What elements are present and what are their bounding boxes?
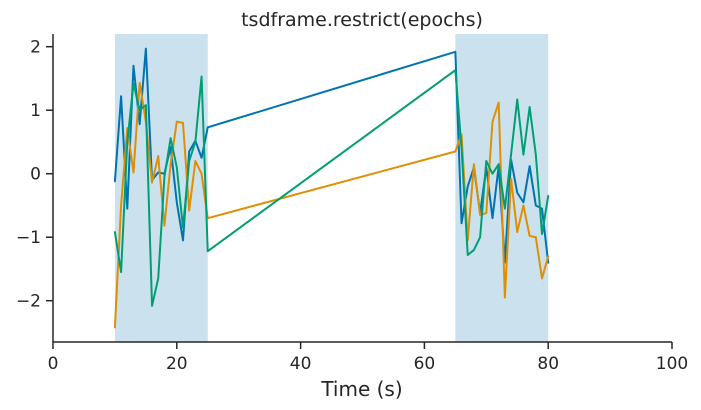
y-tick-label-3: 1 — [30, 101, 41, 121]
axes: 0 20 40 60 80 100 −2 −1 0 1 2 — [16, 34, 688, 374]
x-tick-label-2: 40 — [290, 354, 312, 374]
x-tick-label-5: 100 — [656, 354, 688, 374]
x-axis-title: Time (s) — [320, 377, 402, 401]
y-tick-label-2: 0 — [30, 165, 41, 185]
x-tick-label-4: 80 — [537, 354, 559, 374]
series-line-0 — [113, 47, 550, 264]
x-tick-label-0: 0 — [48, 354, 59, 374]
x-tick-label-3: 60 — [414, 354, 436, 374]
y-tick-label-4: 2 — [30, 38, 41, 58]
series-line-2 — [113, 69, 550, 307]
series-lines — [113, 47, 550, 329]
chart-title: tsdframe.restrict(epochs) — [241, 9, 483, 31]
x-tick-label-1: 20 — [166, 354, 188, 374]
y-tick-label-1: −1 — [16, 228, 41, 248]
y-tick-label-0: −2 — [16, 292, 41, 312]
